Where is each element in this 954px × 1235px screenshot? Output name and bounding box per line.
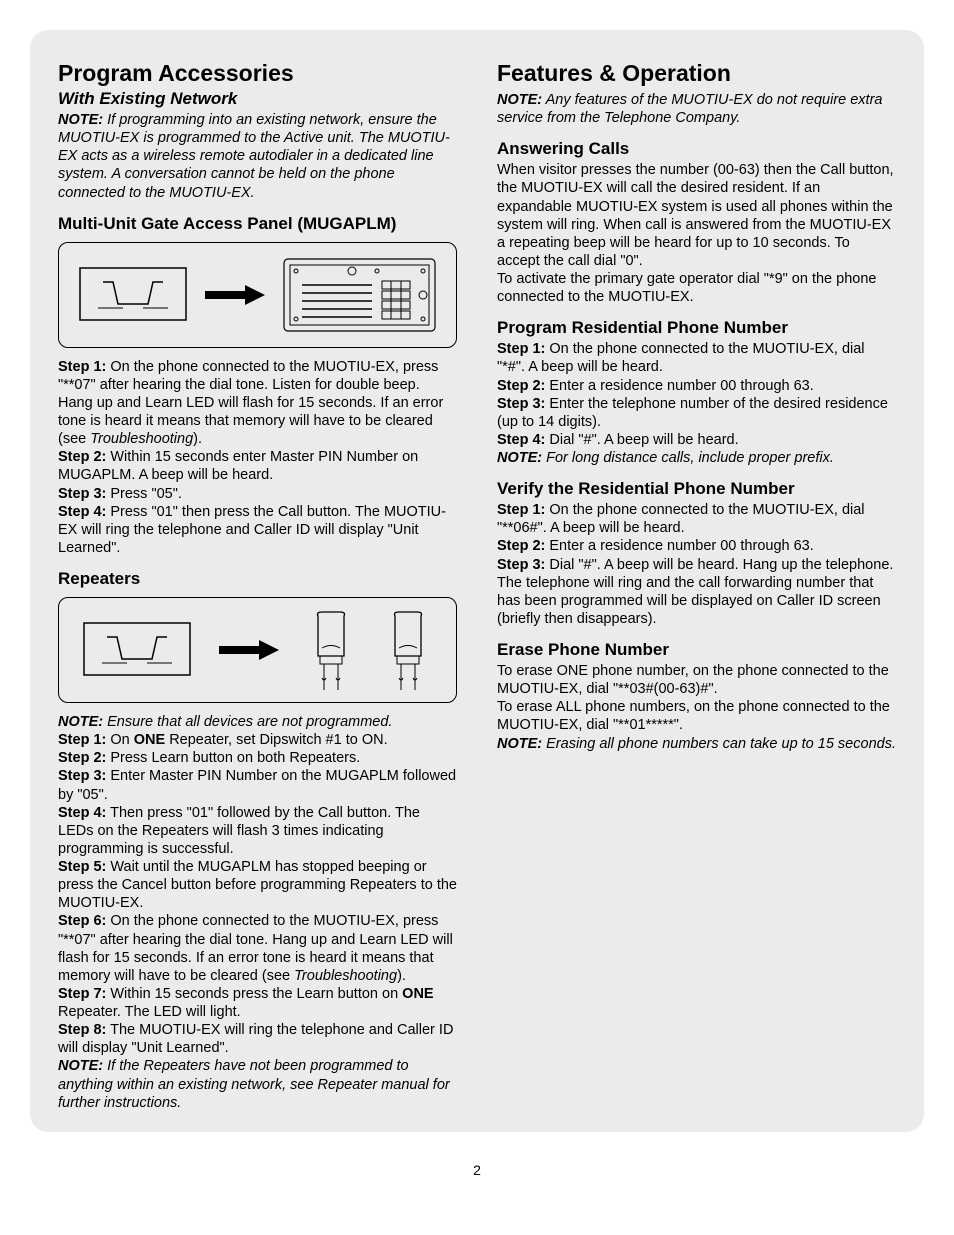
mugaplm-diagram bbox=[58, 242, 457, 348]
program-step3: Step 3: Enter the telephone number of th… bbox=[497, 395, 896, 431]
phone-icon bbox=[78, 260, 188, 330]
program-note: NOTE: For long distance calls, include p… bbox=[497, 449, 896, 467]
repeaters-step8: Step 8: The MUOTIU-EX will ring the tele… bbox=[58, 1021, 457, 1057]
repeaters-step4: Step 4: Then press "01" followed by the … bbox=[58, 804, 457, 858]
answering-p2: To activate the primary gate operator di… bbox=[497, 270, 896, 306]
repeaters-diagram bbox=[58, 597, 457, 703]
repeaters-step3: Step 3: Enter Master PIN Number on the M… bbox=[58, 767, 457, 803]
repeaters-step7: Step 7: Within 15 seconds press the Lear… bbox=[58, 985, 457, 1021]
program-step1: Step 1: On the phone connected to the MU… bbox=[497, 340, 896, 376]
program-number-heading: Program Residential Phone Number bbox=[497, 318, 896, 338]
repeaters-step1: Step 1: On ONE Repeater, set Dipswitch #… bbox=[58, 731, 457, 749]
program-step2: Step 2: Enter a residence number 00 thro… bbox=[497, 377, 896, 395]
repeater-icon bbox=[383, 608, 433, 693]
left-note1: NOTE: If programming into an existing ne… bbox=[58, 111, 457, 202]
arrow-icon bbox=[219, 640, 279, 660]
mugaplm-step2: Step 2: Within 15 seconds enter Master P… bbox=[58, 448, 457, 484]
left-column: Program Accessories With Existing Networ… bbox=[58, 60, 457, 1112]
panel-icon bbox=[282, 255, 437, 335]
phone-icon bbox=[82, 615, 192, 685]
verify-p: The telephone will ring and the call for… bbox=[497, 574, 896, 628]
repeaters-note2: NOTE: If the Repeaters have not been pro… bbox=[58, 1057, 457, 1111]
left-subtitle: With Existing Network bbox=[58, 89, 457, 109]
erase-note: NOTE: Erasing all phone numbers can take… bbox=[497, 735, 896, 753]
repeaters-step5: Step 5: Wait until the MUGAPLM has stopp… bbox=[58, 858, 457, 912]
repeaters-step2: Step 2: Press Learn button on both Repea… bbox=[58, 749, 457, 767]
verify-step1: Step 1: On the phone connected to the MU… bbox=[497, 501, 896, 537]
repeaters-note: NOTE: Ensure that all devices are not pr… bbox=[58, 713, 457, 731]
right-title: Features & Operation bbox=[497, 60, 896, 87]
erase-heading: Erase Phone Number bbox=[497, 640, 896, 660]
answering-p1: When visitor presses the number (00-63) … bbox=[497, 161, 896, 270]
verify-step3: Step 3: Dial "#". A beep will be heard. … bbox=[497, 556, 896, 574]
mugaplm-step1: Step 1: On the phone connected to the MU… bbox=[58, 358, 457, 449]
page-content: Program Accessories With Existing Networ… bbox=[30, 30, 924, 1132]
right-column: Features & Operation NOTE: Any features … bbox=[497, 60, 896, 1112]
program-step4: Step 4: Dial "#". A beep will be heard. bbox=[497, 431, 896, 449]
mugaplm-heading: Multi-Unit Gate Access Panel (MUGAPLM) bbox=[58, 214, 457, 234]
left-title: Program Accessories bbox=[58, 60, 457, 87]
erase-p1: To erase ONE phone number, on the phone … bbox=[497, 662, 896, 698]
mugaplm-step4: Step 4: Press "01" then press the Call b… bbox=[58, 503, 457, 557]
answering-heading: Answering Calls bbox=[497, 139, 896, 159]
erase-p2: To erase ALL phone numbers, on the phone… bbox=[497, 698, 896, 734]
mugaplm-step3: Step 3: Press "05". bbox=[58, 485, 457, 503]
arrow-icon bbox=[205, 285, 265, 305]
page-number: 2 bbox=[0, 1162, 954, 1188]
verify-step2: Step 2: Enter a residence number 00 thro… bbox=[497, 537, 896, 555]
repeaters-step6: Step 6: On the phone connected to the MU… bbox=[58, 912, 457, 985]
verify-heading: Verify the Residential Phone Number bbox=[497, 479, 896, 499]
right-note1: NOTE: Any features of the MUOTIU-EX do n… bbox=[497, 91, 896, 127]
repeaters-heading: Repeaters bbox=[58, 569, 457, 589]
repeater-icon bbox=[306, 608, 356, 693]
